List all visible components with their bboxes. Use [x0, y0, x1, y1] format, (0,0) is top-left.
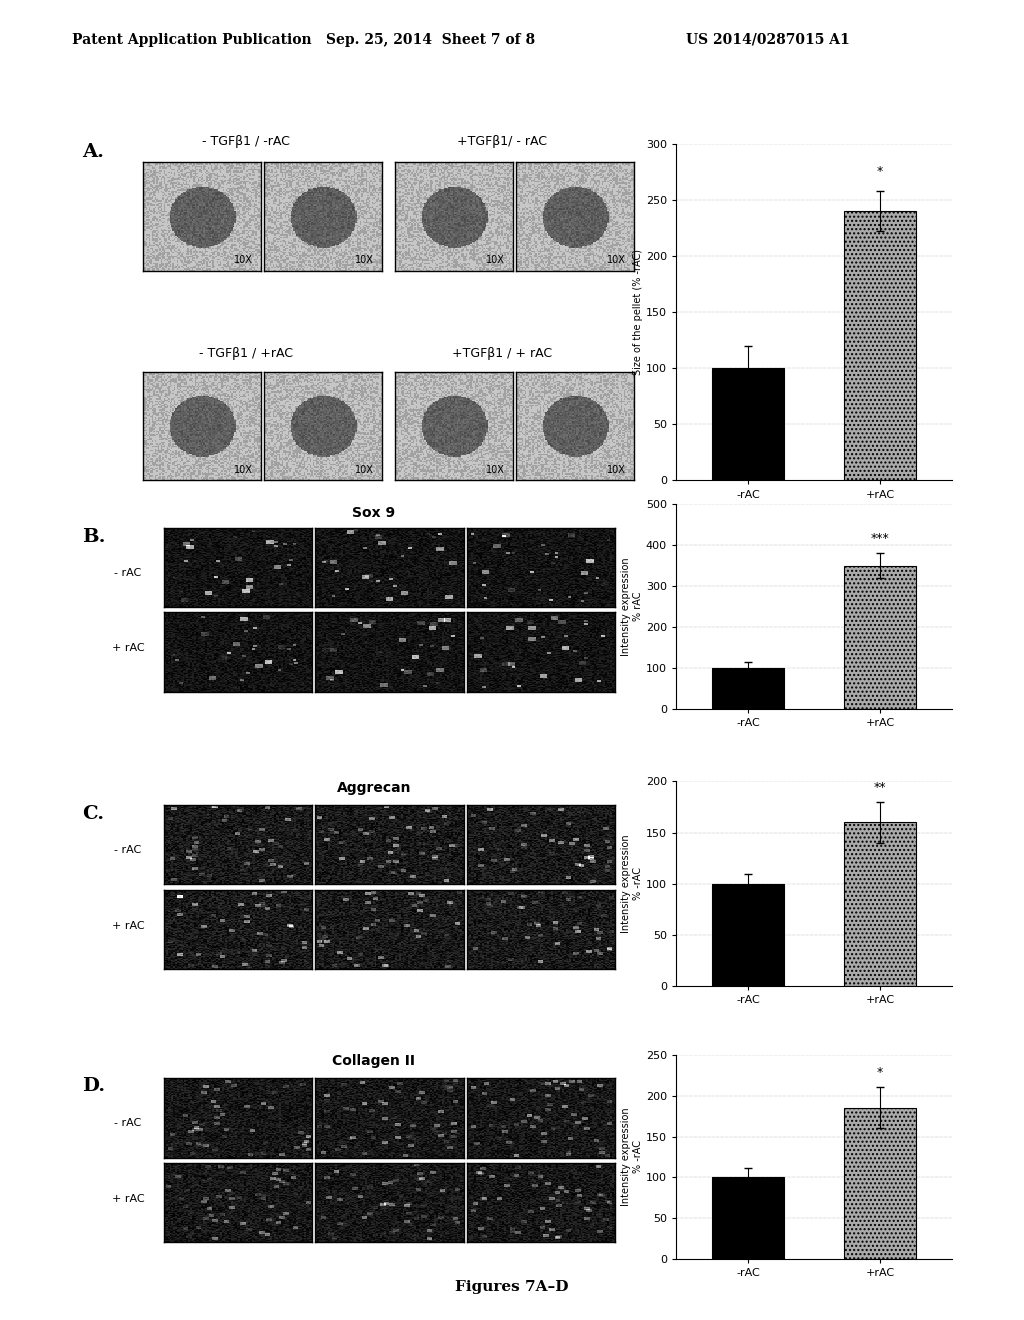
Text: 10X: 10X: [234, 255, 253, 265]
Text: C.: C.: [82, 805, 104, 824]
Text: 10X: 10X: [355, 255, 374, 265]
Text: *: *: [877, 1067, 883, 1080]
Y-axis label: Intensity expression
% -rAC: Intensity expression % -rAC: [622, 1107, 643, 1206]
Text: - TGFβ1 / +rAC: - TGFβ1 / +rAC: [199, 347, 293, 359]
Bar: [844, 1107, 916, 1259]
Text: - rAC: - rAC: [115, 845, 141, 855]
Text: Sep. 25, 2014  Sheet 7 of 8: Sep. 25, 2014 Sheet 7 of 8: [326, 33, 535, 46]
Text: +TGFβ1 / + rAC: +TGFβ1 / + rAC: [452, 347, 552, 359]
Bar: [844, 211, 916, 480]
Text: Sox 9: Sox 9: [352, 507, 395, 520]
Text: Collagen II: Collagen II: [332, 1055, 416, 1068]
Text: 10X: 10X: [486, 255, 505, 265]
Text: US 2014/0287015 A1: US 2014/0287015 A1: [686, 33, 850, 46]
Text: Patent Application Publication: Patent Application Publication: [72, 33, 311, 46]
Text: Aggrecan: Aggrecan: [337, 781, 411, 795]
Text: 10X: 10X: [607, 255, 626, 265]
Text: Figures 7A–D: Figures 7A–D: [456, 1280, 568, 1294]
Text: B.: B.: [82, 528, 105, 546]
Text: + rAC: + rAC: [112, 643, 144, 653]
Text: - rAC: - rAC: [115, 568, 141, 578]
Bar: [844, 565, 916, 709]
Text: **: **: [873, 780, 886, 793]
Text: 10X: 10X: [607, 465, 626, 475]
Text: - TGFβ1 / -rAC: - TGFβ1 / -rAC: [202, 136, 290, 148]
Bar: [844, 822, 916, 986]
Bar: [712, 368, 784, 480]
Y-axis label: Size of the pellet (% -rAC): Size of the pellet (% -rAC): [633, 249, 643, 375]
Text: D.: D.: [82, 1077, 105, 1096]
Text: + rAC: + rAC: [112, 920, 144, 931]
Bar: [712, 1177, 784, 1259]
Text: +TGFβ1/ - rAC: +TGFβ1/ - rAC: [457, 136, 547, 148]
Bar: [712, 884, 784, 986]
Bar: [712, 668, 784, 709]
Text: - rAC: - rAC: [115, 1118, 141, 1129]
Y-axis label: Intensity expression
% rAC: Intensity expression % rAC: [622, 557, 643, 656]
Text: ***: ***: [870, 532, 889, 545]
Text: *: *: [877, 165, 883, 177]
Text: 10X: 10X: [234, 465, 253, 475]
Y-axis label: Intensity expression
% -rAC: Intensity expression % -rAC: [622, 834, 643, 933]
Text: + rAC: + rAC: [112, 1193, 144, 1204]
Text: 10X: 10X: [486, 465, 505, 475]
Text: A.: A.: [82, 143, 103, 161]
Text: 10X: 10X: [355, 465, 374, 475]
